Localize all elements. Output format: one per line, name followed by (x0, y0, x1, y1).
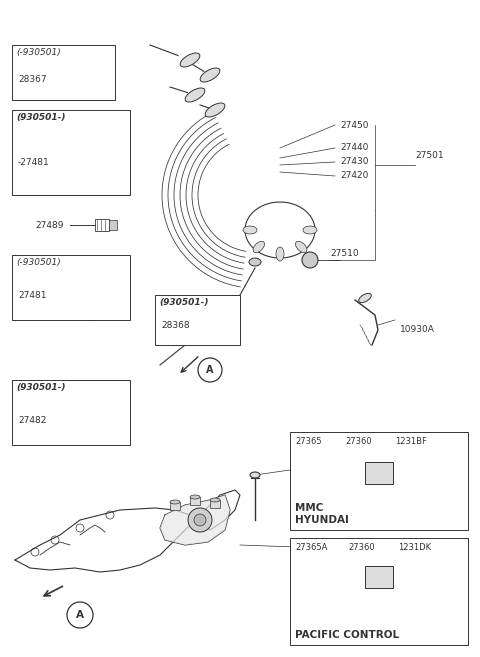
Text: (930501-): (930501-) (16, 383, 65, 392)
Text: 10930A: 10930A (400, 325, 435, 334)
Bar (290, 432, 468, 530)
Text: 27365: 27365 (295, 437, 322, 446)
Ellipse shape (253, 241, 264, 253)
Text: (-930501): (-930501) (16, 48, 61, 57)
Bar (210, 500, 220, 508)
Text: 1140AK: 1140AK (295, 463, 330, 472)
Text: MMC
HYUNDAI: MMC HYUNDAI (295, 503, 349, 525)
Text: 27501: 27501 (415, 150, 444, 160)
Text: 27360: 27360 (348, 543, 374, 552)
Bar (290, 538, 468, 645)
Bar (170, 502, 180, 510)
Text: 28367: 28367 (18, 75, 47, 83)
Text: 1231BF: 1231BF (395, 437, 427, 446)
Circle shape (198, 358, 222, 382)
Text: 27489: 27489 (35, 221, 63, 229)
Ellipse shape (276, 247, 284, 261)
Bar (12, 45, 115, 100)
Bar (190, 497, 200, 505)
Bar (82, 68, 102, 73)
Text: (930501-): (930501-) (16, 113, 65, 122)
Text: 27430: 27430 (340, 158, 369, 166)
Ellipse shape (200, 68, 220, 82)
Ellipse shape (180, 53, 200, 67)
Text: A: A (206, 365, 214, 375)
Ellipse shape (185, 88, 205, 102)
Ellipse shape (170, 500, 180, 504)
Circle shape (383, 595, 393, 605)
Text: PACIFIC CONTROL: PACIFIC CONTROL (295, 630, 399, 640)
Text: 1231DK: 1231DK (398, 543, 431, 552)
Bar (12, 255, 130, 320)
Text: (930501-): (930501-) (159, 298, 208, 307)
Circle shape (383, 493, 393, 503)
Circle shape (76, 524, 84, 532)
Bar (155, 295, 240, 345)
Ellipse shape (190, 495, 200, 499)
Text: 27482: 27482 (18, 416, 47, 425)
Text: (-930501): (-930501) (16, 258, 61, 267)
Bar (82, 75, 102, 80)
Circle shape (106, 511, 114, 519)
Ellipse shape (210, 498, 220, 502)
Text: 27360: 27360 (345, 437, 372, 446)
Bar (212, 310, 228, 316)
Bar (95, 219, 109, 231)
Text: -27481: -27481 (18, 158, 50, 167)
Bar (365, 566, 393, 588)
Ellipse shape (359, 294, 372, 303)
Text: 27450: 27450 (340, 120, 369, 129)
Ellipse shape (205, 103, 225, 117)
Ellipse shape (249, 258, 261, 266)
Ellipse shape (303, 226, 317, 234)
Text: 27440: 27440 (340, 143, 368, 152)
Text: 27510: 27510 (330, 248, 359, 258)
Circle shape (67, 602, 93, 628)
Text: 27301: 27301 (330, 543, 359, 553)
Text: A: A (76, 610, 84, 620)
Circle shape (302, 252, 318, 268)
Circle shape (194, 514, 206, 526)
Text: 27420: 27420 (340, 171, 368, 181)
Bar (12, 380, 130, 445)
Circle shape (51, 536, 59, 544)
Polygon shape (160, 495, 230, 545)
Circle shape (188, 508, 212, 532)
Ellipse shape (296, 241, 307, 253)
Bar (212, 318, 228, 324)
Bar (12, 110, 130, 195)
Bar (365, 462, 393, 484)
Circle shape (31, 548, 39, 556)
Bar (82, 82, 102, 87)
Ellipse shape (250, 472, 260, 478)
Text: 27365A: 27365A (295, 543, 327, 552)
Bar (109, 220, 117, 230)
Text: 27481: 27481 (18, 291, 47, 300)
Ellipse shape (243, 226, 257, 234)
Text: 28368: 28368 (161, 321, 190, 330)
